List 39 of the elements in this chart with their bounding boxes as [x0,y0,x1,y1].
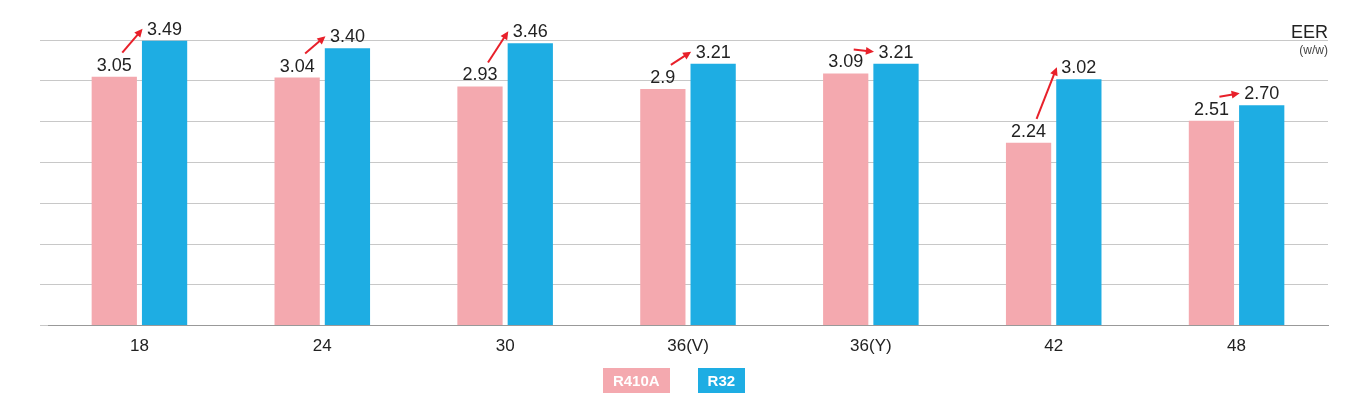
data-label: 3.04 [279,55,315,76]
data-label: 3.09 [828,51,864,72]
x-tick-label: 42 [1044,336,1064,356]
bar [507,43,553,326]
bar [690,63,736,326]
chart-subtitle: (w/w) [1298,43,1328,57]
bar [873,63,919,326]
bar [1188,120,1235,326]
data-label: 3.05 [96,54,132,75]
x-tick-label: 36(V) [667,336,709,356]
text: R410A [602,368,670,393]
bar [457,86,503,326]
data-label: 3.49 [147,18,183,39]
data-label: 3.40 [329,26,365,47]
data-label: 2.70 [1244,83,1280,104]
bar [823,73,869,326]
data-label: 3.21 [695,41,731,62]
bar [1239,105,1285,326]
x-tick-label: 48 [1227,336,1247,356]
bar [640,88,686,326]
data-label: 2.24 [1011,120,1047,141]
data-label: 2.51 [1193,98,1229,119]
bar [1005,142,1052,326]
data-label: 2.9 [650,66,676,87]
bar [1056,79,1102,326]
bar [274,77,320,326]
chart-title: EER [1290,22,1328,43]
x-tick-label: 24 [312,336,332,356]
bar [141,40,188,326]
data-label: 3.02 [1061,57,1097,78]
text: R32 [697,368,746,393]
bar [324,48,371,326]
x-tick-label: 30 [495,336,515,356]
data-label: 3.21 [878,41,914,62]
data-label: 3.46 [512,21,548,42]
x-tick-label: 18 [129,336,149,356]
bar [91,76,137,326]
x-tick-label: 36(Y) [850,336,892,356]
data-label: 2.93 [462,64,498,85]
